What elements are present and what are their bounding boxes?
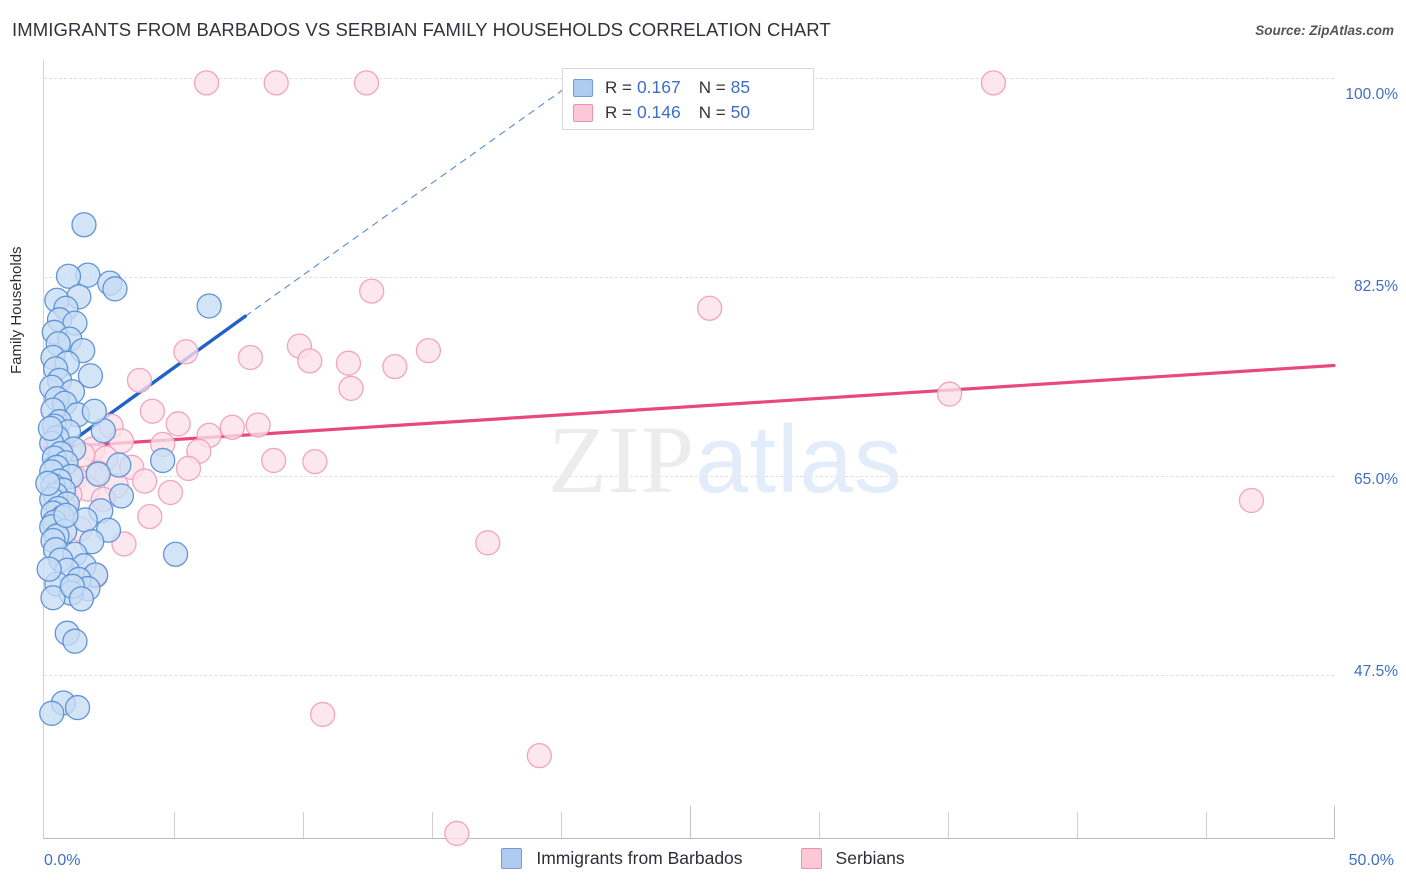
barbados-points (35, 212, 222, 726)
legend-swatch-barbados-icon (501, 848, 523, 869)
x-tick-7 (948, 812, 949, 838)
gridline-47-5 (44, 675, 1334, 676)
x-tick-1 (174, 812, 175, 838)
source-label: Source: ZipAtlas.com (1255, 23, 1394, 38)
x-tick-8 (1077, 812, 1078, 838)
swatch-serbians-icon (573, 103, 593, 122)
x-tick-right-edge (1334, 806, 1335, 838)
x-tick-label-max: 50.0% (1348, 852, 1394, 869)
legend-item-barbados[interactable]: Immigrants from Barbados (501, 848, 743, 869)
legend-label-barbados: Immigrants from Barbados (536, 848, 743, 868)
x-tick-3 (432, 812, 433, 838)
n-label-serbians: N = (698, 102, 726, 122)
r-label-barbados: R = (605, 77, 632, 97)
x-axis-line (43, 838, 1335, 839)
serbians-points (51, 70, 1265, 847)
stats-row-barbados: R = 0.167 N = 85 (573, 75, 803, 100)
page-title: IMMIGRANTS FROM BARBADOS VS SERBIAN FAMI… (12, 19, 831, 40)
r-label-serbians: R = (605, 102, 632, 122)
x-tick-2 (303, 812, 304, 838)
x-tick-9 (1206, 812, 1207, 838)
barbados-trendline (43, 76, 581, 463)
gridline-82-5 (44, 277, 1334, 278)
r-value-serbians: 0.146 (636, 102, 681, 122)
y-tick-label-82-5: 82.5% (1354, 278, 1398, 295)
x-tick-midpoint (690, 806, 691, 838)
x-tick-6 (819, 812, 820, 838)
y-tick-label-47-5: 47.5% (1354, 663, 1398, 680)
stats-row-serbians: R = 0.146 N = 50 (573, 100, 803, 125)
x-tick-label-min: 0.0% (44, 852, 81, 869)
n-value-serbians: 50 (730, 102, 751, 122)
r-value-barbados: 0.167 (636, 77, 681, 97)
series-legend: Immigrants from Barbados Serbians (0, 848, 1406, 869)
legend-label-serbians: Serbians (835, 848, 905, 868)
n-value-barbados: 85 (730, 77, 751, 97)
y-tick-label-100: 100.0% (1345, 86, 1398, 103)
legend-swatch-serbians-icon (800, 848, 822, 869)
swatch-barbados-icon (573, 78, 593, 97)
legend-item-serbians[interactable]: Serbians (800, 848, 905, 869)
y-tick-label-65: 65.0% (1354, 471, 1398, 488)
gridline-65 (44, 476, 1334, 477)
correlation-stats-box: R = 0.167 N = 85 R = 0.146 N = 50 (562, 68, 814, 130)
n-label-barbados: N = (698, 77, 726, 97)
x-tick-4 (561, 812, 562, 838)
